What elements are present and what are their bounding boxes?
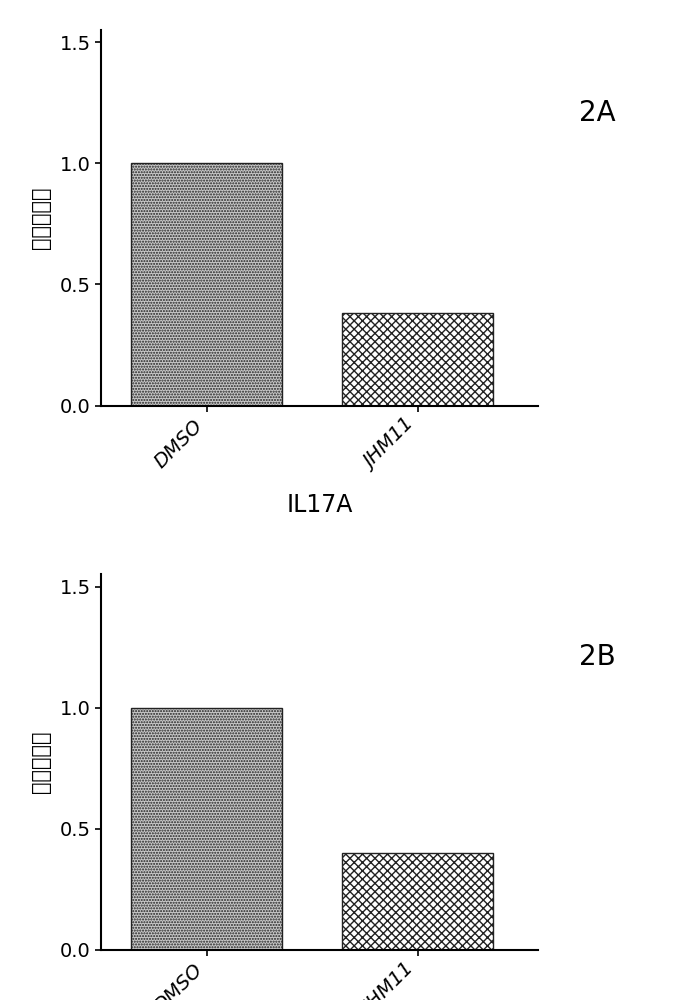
- Text: 2B: 2B: [579, 643, 616, 671]
- Text: 2A: 2A: [579, 99, 615, 127]
- Bar: [343, 313, 493, 406]
- Bar: [131, 163, 282, 406]
- Y-axis label: 相对表达量: 相对表达量: [31, 187, 51, 249]
- X-axis label: IL17A: IL17A: [287, 493, 353, 517]
- Bar: [131, 708, 282, 950]
- Y-axis label: 相对表达量: 相对表达量: [31, 731, 51, 793]
- Bar: [343, 853, 493, 950]
